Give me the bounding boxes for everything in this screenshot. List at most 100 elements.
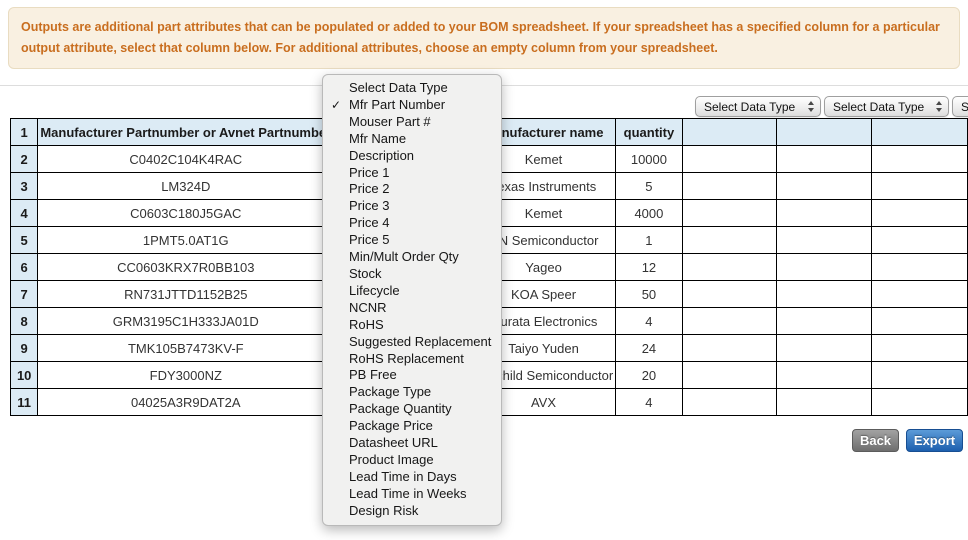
data-cell: 04025A3R9DAT2A bbox=[37, 388, 335, 416]
menu-item-stock[interactable]: Stock bbox=[323, 266, 501, 283]
menu-item-label: Lead Time in Days bbox=[349, 468, 457, 484]
menu-item-package-quantity[interactable]: Package Quantity bbox=[323, 401, 501, 418]
menu-item-price-4[interactable]: Price 4 bbox=[323, 215, 501, 232]
menu-item-label: Mfr Name bbox=[349, 130, 407, 146]
menu-item-description[interactable]: Description bbox=[323, 148, 501, 165]
data-cell bbox=[681, 280, 778, 308]
data-cell bbox=[871, 307, 968, 335]
data-cell bbox=[681, 199, 778, 227]
column-header bbox=[776, 118, 873, 146]
data-cell: 4 bbox=[615, 307, 683, 335]
menu-item-label: Price 5 bbox=[349, 232, 390, 248]
data-cell bbox=[681, 145, 778, 173]
menu-item-rohs[interactable]: RoHS bbox=[323, 317, 501, 334]
data-cell bbox=[871, 361, 968, 389]
menu-item-label: NCNR bbox=[349, 299, 387, 315]
menu-item-label: Lead Time in Weeks bbox=[349, 485, 467, 501]
row-number-cell: 4 bbox=[9, 199, 39, 227]
column-select-label: Select Data Type bbox=[704, 99, 796, 114]
data-cell: TMK105B7473KV-F bbox=[37, 334, 335, 362]
data-cell: 20 bbox=[615, 361, 683, 389]
data-cell: LM324D bbox=[37, 172, 335, 200]
select-updown-arrows-icon bbox=[808, 101, 814, 112]
data-cell bbox=[776, 253, 873, 281]
menu-item-pb-free[interactable]: PB Free bbox=[323, 367, 501, 384]
row-number-cell: 2 bbox=[9, 145, 39, 173]
menu-item-ncnr[interactable]: NCNR bbox=[323, 300, 501, 317]
data-cell bbox=[871, 172, 968, 200]
menu-item-label: Price 3 bbox=[349, 198, 390, 214]
data-cell: 5 bbox=[615, 172, 683, 200]
outputs-info-banner-text: Outputs are additional part attributes t… bbox=[21, 20, 940, 55]
column-header bbox=[681, 118, 778, 146]
row-number-cell: 5 bbox=[9, 226, 39, 254]
back-button[interactable]: Back bbox=[852, 429, 899, 452]
data-cell bbox=[871, 388, 968, 416]
menu-item-label: Suggested Replacement bbox=[349, 333, 492, 349]
menu-item-lead-time-in-days[interactable]: Lead Time in Days bbox=[323, 469, 501, 486]
menu-item-select-data-type[interactable]: Select Data Type bbox=[323, 80, 501, 97]
menu-item-label: Package Price bbox=[349, 418, 433, 434]
menu-item-package-price[interactable]: Package Price bbox=[323, 418, 501, 435]
menu-item-product-image[interactable]: Product Image bbox=[323, 452, 501, 469]
header-row-number: 1 bbox=[9, 118, 39, 146]
data-cell bbox=[871, 253, 968, 281]
row-number-cell: 6 bbox=[9, 253, 39, 281]
data-cell: 24 bbox=[615, 334, 683, 362]
menu-item-lead-time-in-weeks[interactable]: Lead Time in Weeks bbox=[323, 486, 501, 503]
menu-item-label: PB Free bbox=[349, 367, 397, 383]
menu-item-rohs-replacement[interactable]: RoHS Replacement bbox=[323, 351, 501, 368]
data-cell: GRM3195C1H333JA01D bbox=[37, 307, 335, 335]
column-select-2[interactable]: Select Data Type bbox=[824, 96, 949, 117]
menu-item-datasheet-url[interactable]: Datasheet URL bbox=[323, 435, 501, 452]
data-cell bbox=[871, 334, 968, 362]
outputs-info-banner: Outputs are additional part attributes t… bbox=[8, 7, 960, 70]
column-select-label: Select Data Type bbox=[961, 99, 968, 114]
row-number-cell: 11 bbox=[9, 388, 39, 416]
data-cell bbox=[776, 172, 873, 200]
row-number-cell: 8 bbox=[9, 307, 39, 335]
data-cell: FDY3000NZ bbox=[37, 361, 335, 389]
menu-item-mouser-part-[interactable]: Mouser Part # bbox=[323, 114, 501, 131]
menu-item-label: Product Image bbox=[349, 451, 434, 467]
data-cell: CC0603KRX7R0BB103 bbox=[37, 253, 335, 281]
data-cell bbox=[871, 199, 968, 227]
menu-item-label: Min/Mult Order Qty bbox=[349, 249, 459, 265]
menu-item-label: RoHS bbox=[349, 316, 384, 332]
data-cell: 10000 bbox=[615, 145, 683, 173]
column-select-3[interactable]: Select Data Type bbox=[952, 96, 968, 117]
checkmark-icon: ✓ bbox=[331, 97, 342, 112]
data-cell bbox=[776, 334, 873, 362]
data-cell bbox=[681, 253, 778, 281]
menu-item-label: Datasheet URL bbox=[349, 435, 438, 451]
menu-item-min-mult-order-qty[interactable]: Min/Mult Order Qty bbox=[323, 249, 501, 266]
menu-item-mfr-name[interactable]: Mfr Name bbox=[323, 131, 501, 148]
menu-item-price-5[interactable]: Price 5 bbox=[323, 232, 501, 249]
export-button[interactable]: Export bbox=[906, 429, 963, 452]
menu-item-label: Price 1 bbox=[349, 164, 390, 180]
menu-item-price-1[interactable]: Price 1 bbox=[323, 165, 501, 182]
column-select-1[interactable]: Select Data Type bbox=[695, 96, 821, 117]
menu-item-suggested-replacement[interactable]: Suggested Replacement bbox=[323, 334, 501, 351]
menu-item-mfr-part-number[interactable]: ✓ Mfr Part Number bbox=[323, 97, 501, 114]
data-cell bbox=[776, 361, 873, 389]
row-number-cell: 3 bbox=[9, 172, 39, 200]
data-cell: 4000 bbox=[615, 199, 683, 227]
data-cell bbox=[871, 226, 968, 254]
menu-item-design-risk[interactable]: Design Risk bbox=[323, 503, 501, 520]
row-number-cell: 9 bbox=[9, 334, 39, 362]
data-cell bbox=[681, 388, 778, 416]
menu-item-label: Mfr Part Number bbox=[349, 96, 446, 112]
menu-item-label: RoHS Replacement bbox=[349, 350, 464, 366]
menu-item-price-3[interactable]: Price 3 bbox=[323, 198, 501, 215]
data-cell: 1PMT5.0AT1G bbox=[37, 226, 335, 254]
menu-item-package-type[interactable]: Package Type bbox=[323, 384, 501, 401]
menu-item-price-2[interactable]: Price 2 bbox=[323, 181, 501, 198]
menu-item-lifecycle[interactable]: Lifecycle bbox=[323, 283, 501, 300]
data-cell: C0603C180J5GAC bbox=[37, 199, 335, 227]
data-cell: C0402C104K4RAC bbox=[37, 145, 335, 173]
data-cell bbox=[776, 199, 873, 227]
menu-item-label: Description bbox=[349, 147, 415, 163]
menu-item-label: Design Risk bbox=[349, 502, 419, 518]
data-cell bbox=[776, 307, 873, 335]
